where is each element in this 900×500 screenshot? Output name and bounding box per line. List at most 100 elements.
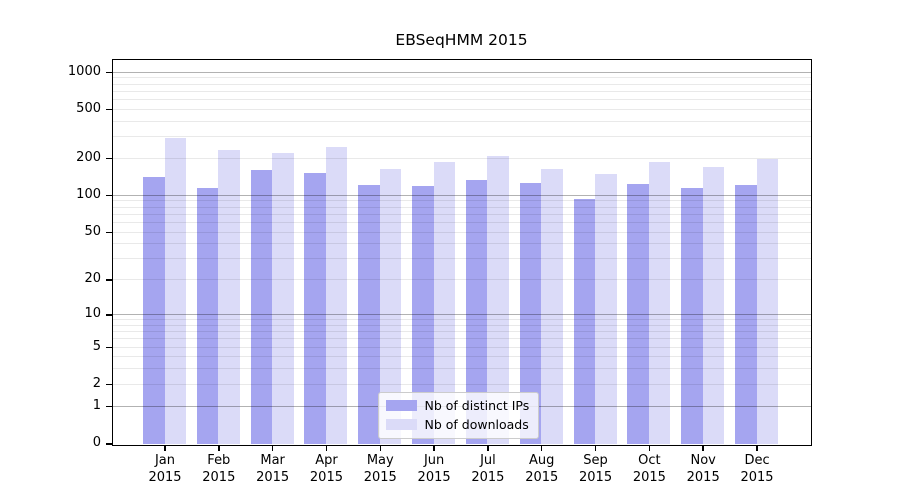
y-tick-label: 50 [84,223,101,239]
bar-downloads [487,156,509,444]
minor-gridline [112,324,811,326]
y-tick [106,443,112,445]
y-tick [106,157,112,160]
x-tick [756,446,758,451]
chart-title: EBSeqHMM 2015 [395,31,528,49]
y-tick [106,231,112,234]
x-tick-label: Feb 2015 [202,453,236,485]
x-tick-label: Sep 2015 [579,453,613,485]
bar-downloads [648,162,671,444]
y-tick [106,383,112,386]
x-tick-label: Jan 2015 [148,453,182,485]
minor-gridline [112,356,811,358]
minor-gridline [112,221,811,223]
legend-swatch-downloads [385,418,417,430]
legend-label-downloads: Nb of downloads [424,416,529,432]
y-tick [106,279,112,281]
x-tick-label: Jul 2015 [471,453,505,485]
bar-distinct-ips [250,170,273,444]
x-tick-label: Oct 2015 [632,453,666,485]
x-tick-label: Dec 2015 [740,453,774,485]
y-tick-label: 20 [84,271,101,287]
legend-row-downloads: Nb of downloads [385,416,530,432]
minor-gridline [112,90,811,92]
minor-gridline [112,98,811,100]
minor-gridline [112,319,811,321]
x-tick [325,446,328,451]
minor-gridline [112,331,811,333]
y-tick-label: 0 [92,435,101,450]
major-gridline [112,71,811,73]
y-tick-label: 200 [76,149,101,165]
minor-gridline [112,108,811,110]
legend-row-distinct-ips: Nb of distinct IPs [385,397,530,413]
y-tick-label: 100 [76,186,101,202]
minor-gridline [112,157,811,159]
x-tick [433,446,435,451]
bar-distinct-ips [412,185,434,444]
legend: Nb of distinct IPs Nb of downloads [377,391,540,439]
bar-distinct-ips [358,185,380,444]
x-tick [164,446,166,451]
y-tick [106,405,112,408]
minor-gridline [112,136,811,138]
bar-downloads [756,159,779,444]
y-tick [106,71,112,74]
legend-label-distinct-ips: Nb of distinct IPs [424,397,530,413]
bar-distinct-ips [519,182,542,444]
minor-gridline [112,200,811,202]
minor-gridline [112,346,811,348]
minor-gridline [112,279,811,281]
minor-gridline [112,213,811,215]
x-tick [218,446,220,451]
bar-downloads [595,174,617,444]
y-tick [106,314,112,316]
minor-gridline [112,338,811,340]
x-tick [594,446,597,451]
plot-area: Nb of distinct IPs Nb of downloads [111,58,812,446]
x-tick [648,446,651,451]
y-tick-label: 10 [84,306,101,322]
y-tick-label: 500 [76,100,101,116]
y-tick-label: 2 [92,375,101,391]
bar-downloads [541,169,563,444]
x-tick-label: Jun 2015 [417,453,451,485]
bar-distinct-ips [304,172,326,444]
bar-downloads [433,162,456,444]
minor-gridline [112,77,811,79]
minor-gridline [112,383,811,385]
x-tick [379,446,382,451]
major-gridline [112,314,811,316]
bar-downloads [325,146,348,444]
x-tick-label: Aug 2015 [525,453,559,485]
x-tick [702,446,704,451]
bar-downloads [272,152,294,444]
bar-distinct-ips [681,187,703,444]
minor-gridline [112,368,811,370]
x-tick [271,446,274,451]
y-tick [106,346,112,349]
y-tick-label: 1 [92,397,101,413]
x-tick-label: Apr 2015 [309,453,343,485]
bar-distinct-ips [143,176,165,444]
x-tick-label: Mar 2015 [256,453,290,485]
bar-distinct-ips [627,183,649,444]
minor-gridline [112,231,811,233]
bar-downloads [702,167,725,444]
minor-gridline [112,206,811,208]
bar-downloads [164,138,186,444]
y-tick-label: 5 [92,338,101,354]
x-tick-label: Nov 2015 [686,453,720,485]
y-tick-label: 1000 [67,63,101,79]
legend-swatch-distinct-ips [385,399,417,411]
bar-downloads [379,168,402,444]
bar-distinct-ips [196,187,219,444]
minor-gridline [112,120,811,122]
bar-distinct-ips [735,184,757,444]
x-tick [540,446,543,451]
x-tick [487,446,489,451]
y-tick [106,194,112,197]
x-tick-label: May 2015 [363,453,397,485]
minor-gridline [112,83,811,85]
